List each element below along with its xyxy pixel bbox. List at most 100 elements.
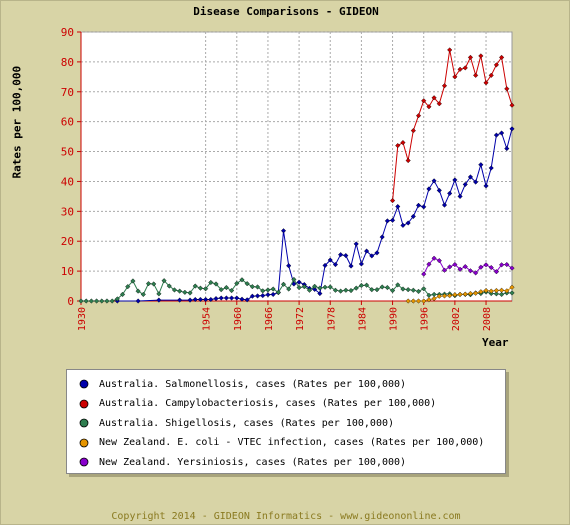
data-point-salmonellosis [358,261,364,267]
data-point-yersiniosis [462,264,468,270]
y-tick-label: 80 [61,56,74,69]
data-point-shigellosis [509,290,515,296]
data-point-shigellosis [249,284,255,290]
legend-label: Australia. Campylobacteriosis, cases (Ra… [99,398,437,409]
data-point-yersiniosis [488,264,494,271]
data-point-campylobacteriosis [457,66,463,72]
legend-label: New Zealand. Yersiniosis, cases (Rates p… [99,456,407,468]
y-tick-label: 50 [61,146,74,159]
data-point-salmonellosis [317,290,323,297]
y-tick-label: 40 [61,175,74,188]
legend: Australia. Salmonellosis, cases (Rates p… [66,369,506,474]
data-point-shigellosis [135,288,141,294]
x-tick-label: 1954 [202,307,213,331]
data-point-campylobacteriosis [447,47,453,53]
data-point-shigellosis [254,284,261,290]
data-point-salmonellosis [135,298,141,304]
y-tick-label: 70 [61,86,74,99]
data-point-shigellosis [88,298,94,304]
data-point-yersiniosis [431,255,437,261]
data-point-yersiniosis [436,258,442,264]
data-point-yersiniosis [457,266,463,272]
data-point-salmonellosis [286,263,292,269]
data-point-campylobacteriosis [473,72,479,78]
data-point-shigellosis [83,298,89,304]
data-point-shigellosis [177,288,183,294]
data-point-campylobacteriosis [421,98,427,104]
y-tick-label: 60 [61,116,74,129]
data-point-shigellosis [379,284,385,290]
legend-item: Australia. Salmonellosis, cases (Rates p… [75,376,406,392]
data-point-shigellosis [369,287,375,293]
data-point-ecoli [473,290,479,296]
data-point-shigellosis [203,286,209,292]
data-point-ecoli [488,288,494,294]
data-point-shigellosis [119,291,126,298]
data-point-ecoli [426,297,432,303]
data-point-salmonellosis [441,202,448,208]
data-point-shigellosis [218,287,224,293]
data-point-yersiniosis [473,270,479,276]
legend-label: Australia. Salmonellosis, cases (Rates p… [99,378,407,390]
data-point-salmonellosis [265,292,271,298]
data-point-shigellosis [374,287,380,293]
data-point-campylobacteriosis [483,80,489,86]
x-tick-label: 1990 [389,307,400,331]
data-point-shigellosis [338,288,344,294]
data-point-shigellosis [140,291,146,298]
data-point-shigellosis [327,284,333,290]
data-point-ecoli [436,293,442,299]
data-point-shigellosis [197,285,204,291]
y-tick-label: 30 [61,205,74,218]
data-point-salmonellosis [156,297,162,303]
data-point-ecoli [504,288,510,294]
data-point-salmonellosis [452,177,458,183]
legend-marker-icon [79,379,89,389]
data-point-salmonellosis [483,183,489,189]
data-point-salmonellosis [415,202,422,208]
data-point-ecoli [499,287,505,293]
data-point-shigellosis [187,290,193,296]
x-tick-label: 1996 [420,307,431,331]
data-point-shigellosis [332,287,339,293]
data-point-ecoli [509,284,515,290]
data-point-salmonellosis [249,293,255,299]
data-point-shigellosis [265,287,271,293]
data-point-salmonellosis [197,296,204,303]
data-point-shigellosis [229,287,235,294]
data-point-ecoli [478,289,484,295]
data-point-salmonellosis [410,213,416,219]
data-point-shigellosis [317,285,323,291]
data-point-ecoli [405,298,411,304]
data-point-campylobacteriosis [436,101,442,107]
data-point-salmonellosis [431,178,437,184]
data-point-yersiniosis [452,261,458,268]
data-point-salmonellosis [192,296,198,303]
data-point-shigellosis [389,287,396,294]
data-point-salmonellosis [379,234,385,240]
data-point-salmonellosis [509,126,515,132]
data-point-salmonellosis [499,130,505,136]
x-tick-label: 1978 [326,307,337,331]
data-point-campylobacteriosis [509,102,515,108]
data-point-shigellosis [270,286,276,292]
data-point-campylobacteriosis [452,74,458,80]
data-point-salmonellosis [187,297,193,303]
data-point-yersiniosis [441,267,448,273]
data-point-shigellosis [182,289,188,295]
data-point-salmonellosis [177,297,183,303]
data-point-salmonellosis [467,174,474,180]
data-point-shigellosis [171,287,178,293]
data-point-shigellosis [192,283,198,289]
data-point-shigellosis [395,282,401,288]
data-point-salmonellosis [384,218,390,224]
x-tick-label: 1984 [357,307,368,331]
data-point-shigellosis [156,291,162,297]
data-point-salmonellosis [213,296,219,302]
data-point-salmonellosis [312,286,318,292]
data-point-shigellosis [415,288,422,295]
data-point-shigellosis [223,284,229,291]
data-point-salmonellosis [473,179,479,185]
data-point-yersiniosis [493,269,500,275]
data-point-salmonellosis [280,228,287,234]
